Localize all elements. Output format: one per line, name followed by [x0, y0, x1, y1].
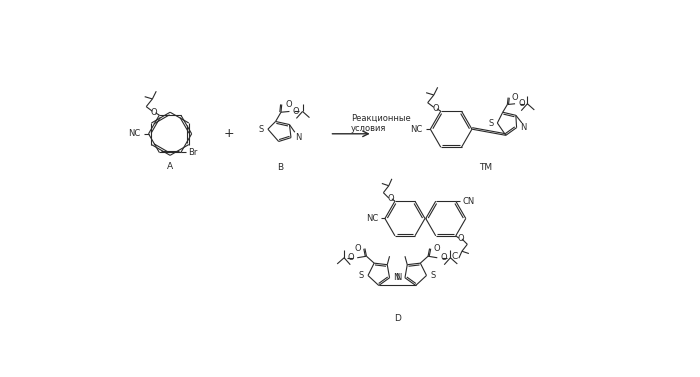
- Text: C: C: [452, 253, 458, 262]
- Text: O: O: [387, 193, 393, 202]
- Text: O: O: [150, 107, 158, 116]
- Text: O: O: [440, 253, 447, 262]
- Text: O: O: [354, 244, 361, 253]
- Text: O: O: [293, 107, 299, 116]
- Text: O: O: [512, 93, 519, 102]
- Text: D: D: [394, 314, 400, 323]
- Text: NC: NC: [365, 214, 378, 223]
- Text: TM: TM: [480, 163, 492, 172]
- Text: O: O: [286, 100, 292, 109]
- Text: O: O: [457, 234, 463, 244]
- Text: B: B: [277, 163, 284, 172]
- Text: O: O: [432, 104, 439, 113]
- Text: S: S: [259, 125, 264, 134]
- Text: N: N: [395, 273, 401, 282]
- Text: N: N: [295, 133, 301, 142]
- Text: S: S: [489, 118, 493, 127]
- Text: S: S: [430, 271, 435, 280]
- Text: O: O: [433, 244, 440, 253]
- Text: NC: NC: [410, 125, 423, 134]
- Text: N: N: [393, 273, 400, 282]
- Text: N: N: [521, 123, 527, 132]
- Text: CN: CN: [463, 197, 475, 205]
- Text: A: A: [167, 162, 173, 171]
- Text: Реакционные
условия: Реакционные условия: [351, 114, 411, 133]
- Text: S: S: [359, 271, 364, 280]
- Text: NC: NC: [129, 129, 141, 138]
- Text: O: O: [518, 99, 525, 108]
- Text: +: +: [224, 127, 234, 140]
- Text: O: O: [347, 253, 354, 262]
- Text: Br: Br: [188, 148, 198, 157]
